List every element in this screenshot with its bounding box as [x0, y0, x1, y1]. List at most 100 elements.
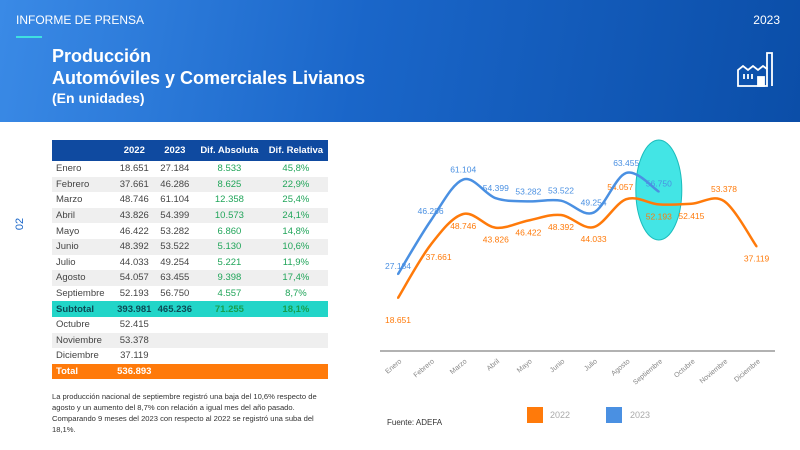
column-header: 2022	[114, 140, 155, 161]
x-tick-label: Febrero	[413, 358, 436, 379]
header-banner: INFORME DE PRENSA 2023 Producción Automó…	[0, 0, 800, 122]
column-header	[52, 140, 115, 161]
data-point-2022	[625, 198, 628, 201]
table-cell: 24,1%	[263, 207, 328, 224]
data-label-2022: 37.661	[426, 252, 452, 262]
table-cell: 5.130	[195, 238, 264, 255]
legend-label-2022: 2022	[550, 410, 571, 420]
data-point-2023	[657, 190, 660, 193]
table-cell: 465.236	[154, 301, 196, 317]
data-point-2022	[592, 226, 595, 229]
production-table: 2022 2023 Dif. Absoluta Dif. Relativa Enero…	[52, 140, 328, 380]
data-label-2022: 43.826	[483, 235, 509, 245]
table-row: Julio 44.033 49.254 5.221 11,9%	[52, 255, 328, 271]
column-header: Dif. Relativa	[263, 140, 328, 161]
table-row: Agosto 54.057 63.455 9.398 17,4%	[52, 270, 328, 286]
table-cell: 14,8%	[282, 225, 310, 237]
table-cell: Agosto	[52, 270, 115, 286]
table-cell: Febrero	[52, 176, 115, 193]
data-label-2023: 56.750	[646, 179, 672, 189]
title-line-2: Automóviles y Comerciales Livianos	[52, 68, 366, 88]
data-point-2023	[592, 211, 595, 214]
kicker: INFORME DE PRENSA	[16, 13, 145, 27]
summary-note: La producción nacional de septiembre reg…	[52, 392, 317, 434]
data-point-2022	[397, 296, 399, 299]
table-cell: Abril	[52, 207, 115, 224]
table-cell: 37.661	[114, 176, 155, 193]
kicker-underline	[16, 36, 42, 38]
table-cell: 54.399	[154, 207, 196, 224]
table-cell: 37.119	[120, 350, 149, 362]
data-point-2022	[429, 243, 432, 246]
table-cell: 17,4%	[263, 270, 328, 286]
table-cell: 27.184	[160, 163, 190, 175]
data-label-2022: 48.746	[450, 221, 476, 231]
x-tick-label: Diciembre	[733, 358, 762, 384]
data-point-2022	[755, 245, 758, 248]
legend-label-2023: 2023	[630, 410, 651, 420]
data-label-2023: 54.399	[483, 183, 509, 193]
table-cell: 536.893	[114, 363, 155, 380]
table-row: Septiembre 52.193 56.750 4.557 8,7%	[52, 286, 328, 302]
data-point-2022	[494, 226, 497, 229]
x-tick-label: Enero	[384, 358, 403, 375]
table-cell: Marzo	[56, 194, 83, 206]
table-cell: Subtotal	[52, 301, 115, 317]
table-cell: 8.533	[217, 163, 242, 175]
data-label-2022: 37.119	[744, 253, 770, 263]
subtotal-row: Subtotal 393.981 465.236 71.255 18,1%	[52, 301, 328, 317]
year: 2023	[753, 13, 780, 27]
table-cell: 52.193	[119, 288, 149, 300]
data-label-2022: 46.422	[515, 227, 541, 237]
data-label-2023: 46.286	[418, 206, 444, 216]
data-label-2023: 63.455	[613, 158, 639, 168]
x-tick-label: Abril	[486, 358, 502, 373]
table-cell	[195, 332, 264, 349]
data-label-2022: 52.193	[646, 211, 672, 221]
table-cell: Julio	[56, 256, 76, 268]
subtitle: (En unidades)	[52, 90, 145, 106]
data-point-2023	[429, 219, 432, 222]
title-line-1: Producción	[52, 46, 152, 66]
data-label-2023: 53.282	[515, 186, 541, 196]
source-label: Fuente: ADEFA	[387, 418, 443, 427]
table-cell: 54.057	[114, 270, 155, 286]
table-cell: 393.981	[114, 301, 155, 317]
data-label-2022: 52.415	[678, 211, 704, 221]
data-label-2022: 44.033	[581, 234, 607, 244]
table-cell: 9.398	[195, 270, 264, 286]
x-tick-label: Septiembre	[632, 358, 664, 386]
factory-icon	[737, 52, 773, 87]
table-cell: 22,9%	[263, 176, 328, 193]
data-label-2022: 54.057	[607, 182, 633, 192]
table-row: Febrero 37.661 46.286 8.625 22,9%	[52, 176, 328, 193]
table-cell: 46.286	[154, 176, 196, 193]
table-cell: 4.557	[217, 288, 242, 300]
table-cell: 71.255	[195, 301, 264, 317]
data-label-2023: 53.522	[548, 186, 574, 196]
x-tick-label: Octubre	[673, 358, 697, 379]
data-point-2022	[657, 203, 660, 206]
data-point-2023	[462, 178, 465, 181]
data-point-2022	[690, 202, 693, 205]
table-cell: 5.221	[217, 256, 242, 268]
table-cell: 53.522	[154, 238, 196, 255]
table-cell	[154, 363, 196, 380]
table-cell: 44.033	[119, 256, 149, 268]
data-point-2022	[527, 219, 530, 222]
highlight-ellipse	[635, 139, 683, 241]
x-tick-label: Agosto	[610, 358, 631, 377]
data-label-2023: 49.254	[581, 198, 607, 208]
table-cell	[263, 363, 328, 380]
data-label-2022: 48.392	[548, 222, 574, 232]
data-label-2022: 18.651	[385, 315, 411, 325]
table-cell: 18,1%	[263, 301, 328, 317]
table-cell: 48.746	[119, 194, 149, 206]
table-cell: 45,8%	[282, 163, 310, 175]
legend-swatch-2022	[527, 407, 543, 423]
table-row: Diciembre 37.119	[52, 348, 328, 364]
series-line-2022	[396, 197, 758, 299]
table-cell: 12.358	[214, 194, 244, 206]
data-point-2023	[625, 171, 628, 174]
